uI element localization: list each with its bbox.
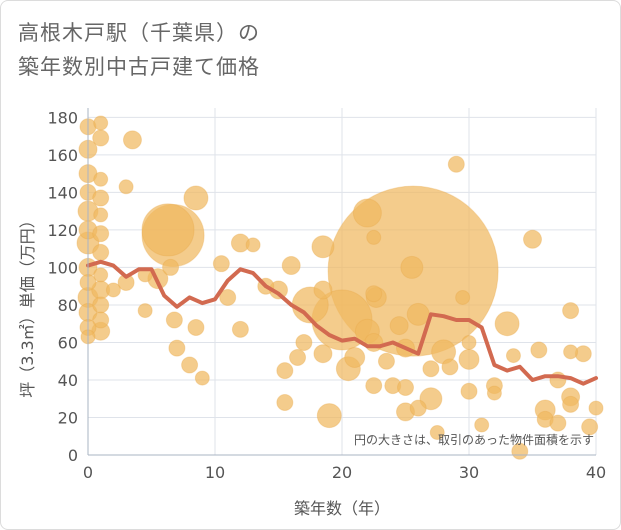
y-tick-label: 40 bbox=[58, 371, 78, 390]
bubble-point bbox=[219, 288, 237, 306]
x-axis-label: 築年数（年） bbox=[294, 499, 390, 518]
bubble-point bbox=[162, 258, 180, 276]
bubble-point bbox=[295, 333, 313, 351]
bubble-point bbox=[474, 417, 490, 433]
bubble-point bbox=[122, 130, 142, 150]
bubble-point bbox=[141, 203, 195, 257]
bubble-point bbox=[461, 334, 477, 350]
bubble-point bbox=[245, 237, 261, 253]
bubble-point bbox=[137, 303, 153, 319]
bubble-point bbox=[92, 129, 110, 147]
bubble-point bbox=[400, 255, 424, 279]
size-note: 円の大きさは、取引のあった物件面積を示す bbox=[354, 432, 594, 447]
bubble-point bbox=[505, 348, 521, 364]
bubble-point bbox=[366, 229, 382, 245]
bubble-point bbox=[93, 115, 109, 131]
y-tick-label: 160 bbox=[47, 146, 78, 165]
bubble-point bbox=[344, 346, 366, 368]
bubble-point bbox=[92, 189, 110, 207]
bubble-point bbox=[313, 344, 333, 364]
bubble-point bbox=[530, 341, 548, 359]
bubble-point bbox=[389, 316, 409, 336]
y-tick-label: 80 bbox=[58, 296, 78, 315]
bubble-point bbox=[187, 318, 205, 336]
x-tick-label: 0 bbox=[83, 463, 93, 482]
bubble-point bbox=[276, 362, 294, 380]
bubble-point bbox=[365, 285, 383, 303]
bubble-point bbox=[93, 171, 109, 187]
bubble-point bbox=[562, 302, 580, 320]
bubble-point bbox=[313, 280, 333, 300]
bubble-point bbox=[311, 235, 335, 259]
bubble-point bbox=[165, 311, 183, 329]
y-tick-label: 20 bbox=[58, 408, 78, 427]
bubble-point bbox=[92, 243, 110, 261]
y-tick-label: 100 bbox=[47, 258, 78, 277]
bubble-point bbox=[194, 370, 210, 386]
bubble-point bbox=[441, 358, 459, 376]
bubble-point bbox=[377, 352, 395, 370]
bubble-point bbox=[168, 339, 186, 357]
bubble-point bbox=[460, 382, 478, 400]
bubble-point bbox=[562, 395, 580, 413]
bubble-point bbox=[92, 225, 110, 243]
x-tick-label: 20 bbox=[332, 463, 352, 482]
bubble-point bbox=[212, 255, 230, 273]
x-tick-label: 30 bbox=[459, 463, 479, 482]
bubble-point bbox=[316, 403, 342, 429]
bubble-point bbox=[365, 377, 383, 395]
x-tick-label: 40 bbox=[586, 463, 606, 482]
bubble-point bbox=[276, 393, 294, 411]
bubble-point bbox=[419, 387, 443, 411]
y-tick-label: 0 bbox=[68, 446, 78, 465]
bubble-point bbox=[409, 399, 427, 417]
bubble-point bbox=[118, 179, 134, 195]
bubble-point bbox=[93, 267, 109, 283]
bubble-point bbox=[494, 311, 520, 337]
bubble-point bbox=[281, 256, 301, 276]
y-tick-label: 180 bbox=[47, 108, 78, 127]
bubble-point bbox=[181, 356, 199, 374]
bubble-point bbox=[486, 385, 502, 401]
chart-title-line1: 高根木戸駅（千葉県）の bbox=[18, 21, 260, 45]
chart-title-line2: 築年数別中古戸建て価格 bbox=[18, 55, 260, 79]
bubble-point bbox=[352, 198, 382, 228]
axes bbox=[87, 108, 596, 456]
bubble-point bbox=[92, 296, 110, 314]
tick-labels: 0 20 40 60 80 100 120 140 160 180 0 10 20 30 40 bbox=[47, 108, 606, 482]
bubble-point bbox=[406, 302, 430, 326]
bubble-point bbox=[105, 282, 121, 298]
y-axis-label: 坪（3.3㎡）単価（万円） bbox=[18, 212, 37, 397]
bubble-point bbox=[429, 424, 445, 440]
y-tick-label: 140 bbox=[47, 183, 78, 202]
bubble-point bbox=[92, 311, 110, 329]
bubble-series bbox=[76, 115, 604, 460]
y-tick-label: 60 bbox=[58, 333, 78, 352]
bubble-point bbox=[231, 320, 249, 338]
bubble-point bbox=[289, 348, 307, 366]
bubble-point bbox=[447, 155, 465, 173]
chart-title: 高根木戸駅（千葉県）の 築年数別中古戸建て価格 bbox=[18, 16, 260, 84]
bubble-point bbox=[588, 400, 604, 416]
x-tick-label: 10 bbox=[205, 463, 225, 482]
bubble-point bbox=[364, 332, 384, 352]
bubble-point bbox=[458, 348, 480, 370]
bubble-point bbox=[563, 344, 579, 360]
bubble-point bbox=[422, 360, 440, 378]
average-line bbox=[86, 259, 598, 386]
bubble-point bbox=[455, 289, 471, 305]
bubble-point bbox=[523, 229, 542, 249]
bubble-point bbox=[93, 207, 109, 223]
bubble-point bbox=[183, 185, 209, 211]
y-tick-label: 120 bbox=[47, 221, 78, 240]
bubble-point bbox=[397, 378, 414, 396]
bubble-point bbox=[581, 418, 599, 436]
bubble-point bbox=[549, 414, 567, 432]
